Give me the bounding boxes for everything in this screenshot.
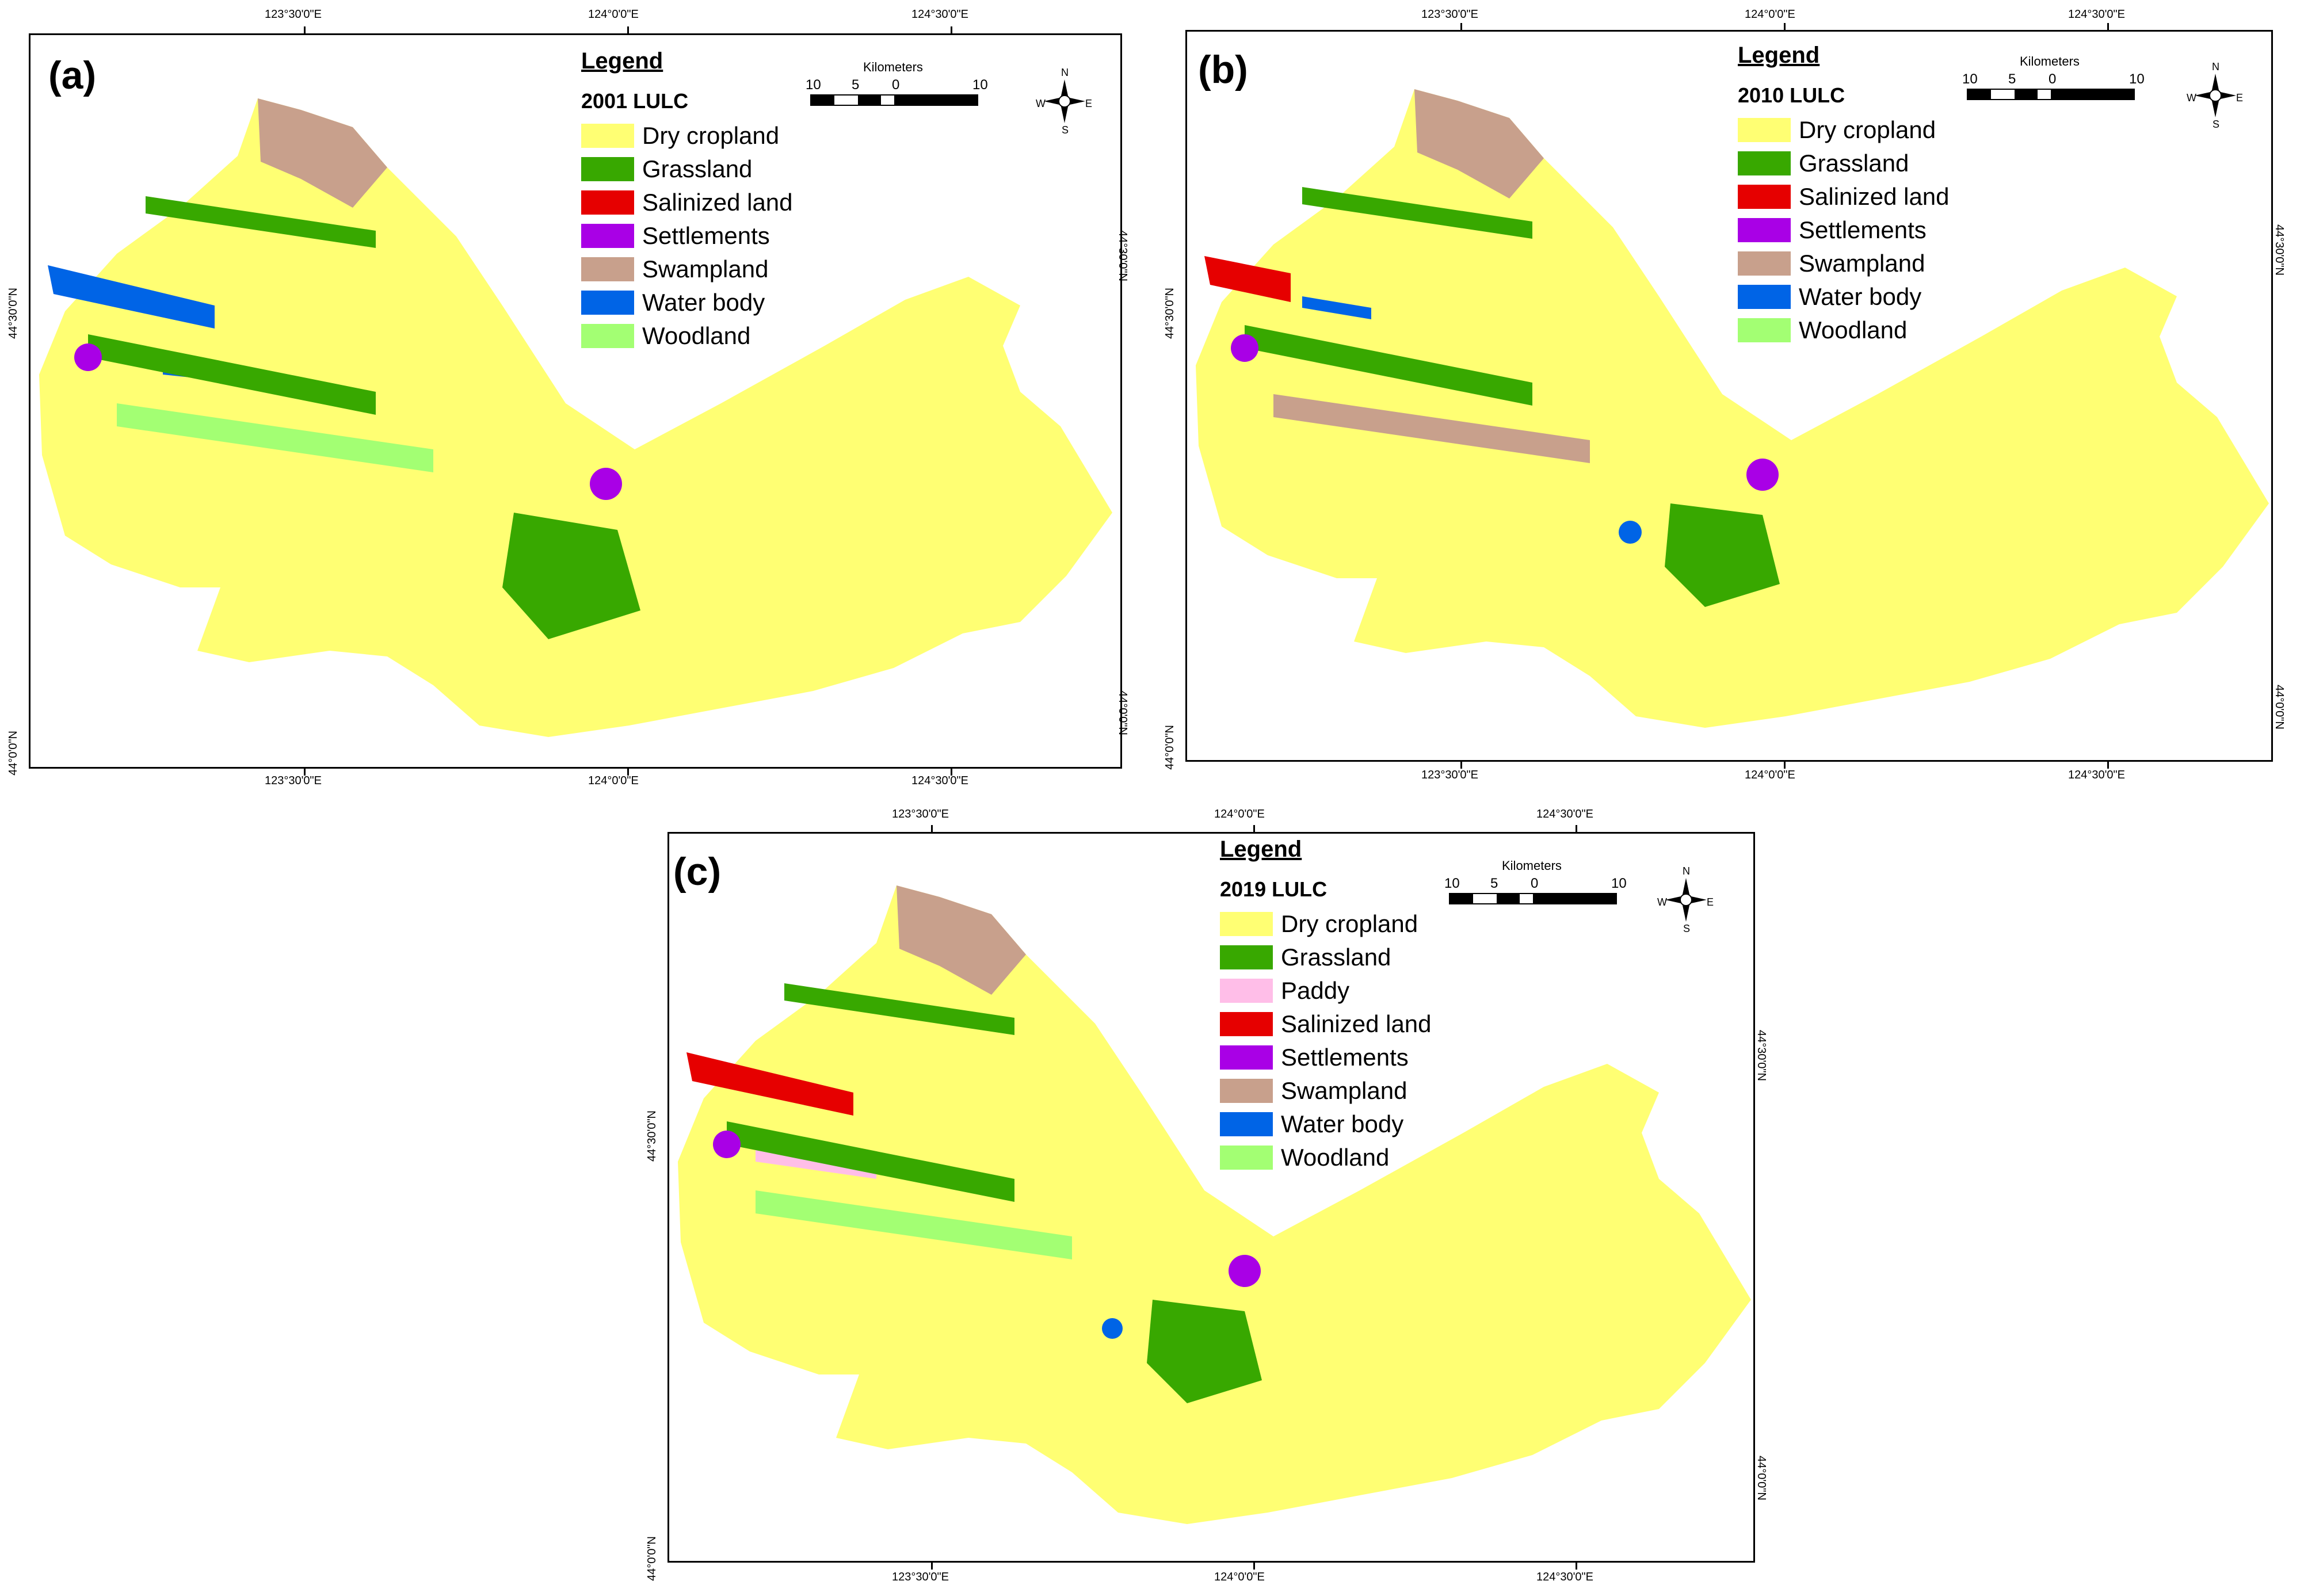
panel-label: (a) [48, 54, 97, 97]
legend-item: Woodland [1738, 314, 1950, 347]
legend-swatch [1738, 285, 1791, 309]
top-coord-1: 123°30'0"E [892, 808, 949, 820]
legend-swatch [581, 124, 634, 148]
legend-item: Dry cropland [1220, 907, 1432, 941]
legend-item: Water body [1738, 280, 1950, 314]
legend-item: Swampland [1738, 247, 1950, 280]
bottom-coord-1: 123°30'0"E [265, 774, 322, 787]
legend-subtitle: 2019 LULC [1220, 877, 1328, 901]
legend-subtitle: 2001 LULC [581, 89, 689, 113]
left-coord-1: 44°30'0"N [7, 288, 20, 339]
panel-a: 123°30'0"E 124°0'0"E 124°30'0"E 123°30'0… [0, 0, 1151, 787]
top-coord-3: 124°30'0"E [911, 8, 968, 21]
bottom-coord-2: 124°0'0"E [1214, 1571, 1265, 1583]
legend-swatch [1220, 979, 1273, 1003]
lulc-map-2019 [678, 885, 1751, 1524]
legend-swatch [1220, 1012, 1273, 1036]
legend-swatch [1738, 118, 1791, 142]
scale-bar: Kilometers 10 5 0 10 [806, 60, 990, 112]
legend-swatch [581, 224, 634, 248]
legend-item: Swampland [1220, 1074, 1432, 1108]
scale-unit: Kilometers [863, 60, 923, 74]
bottom-coord-3: 124°30'0"E [2068, 769, 2125, 781]
bottom-coord-2: 124°0'0"E [1745, 769, 1795, 781]
legend-swatch [581, 291, 634, 315]
legend-swatch [1738, 185, 1791, 209]
left-coord-1: 44°30'0"N [646, 1110, 658, 1162]
legend-item: Dry cropland [581, 119, 793, 152]
legend-item: Settlements [581, 219, 793, 253]
top-coord-3: 124°30'0"E [2068, 8, 2125, 21]
legend-item: Salinized land [581, 186, 793, 219]
legend-swatch [581, 190, 634, 215]
legend-item: Water body [1220, 1108, 1432, 1141]
scale-unit: Kilometers [2020, 54, 2080, 68]
legend-item: Dry cropland [1738, 113, 1950, 147]
legend-swatch [1220, 1146, 1273, 1170]
legend-item: Swampland [581, 253, 793, 286]
legend-item: Grassland [1220, 941, 1432, 974]
legend: Legend 2019 LULC Dry cropland Grassland … [1220, 837, 1432, 1174]
right-coord-1: 44°30'0"N [1755, 1030, 1768, 1081]
lulc-map-2001 [39, 98, 1112, 737]
legend-swatch [1738, 251, 1791, 276]
legend-item: Water body [581, 286, 793, 319]
left-coord-2: 44°0'0"N [7, 731, 20, 776]
bottom-coord-1: 123°30'0"E [1421, 769, 1478, 781]
legend-item: Settlements [1738, 213, 1950, 247]
legend: Legend 2001 LULC Dry cropland Grassland … [581, 48, 793, 353]
panel-c: 123°30'0"E 124°0'0"E 124°30'0"E 123°30'0… [639, 794, 1784, 1596]
panel-label: (c) [673, 850, 722, 894]
top-coord-2: 124°0'0"E [1745, 8, 1795, 21]
legend-swatch [1220, 945, 1273, 969]
right-coord-1: 44°30'0"N [2273, 224, 2286, 276]
legend-swatch [1220, 1079, 1273, 1103]
bottom-coord-3: 124°30'0"E [911, 774, 968, 787]
bottom-coord-3: 124°30'0"E [1536, 1571, 1593, 1583]
north-arrow: N S W E [1657, 865, 1714, 934]
legend-swatch [581, 324, 634, 348]
legend-swatch [1738, 218, 1791, 242]
legend-swatch [1220, 1045, 1273, 1070]
legend-title: Legend [1220, 837, 1302, 862]
top-coord-1: 123°30'0"E [1421, 8, 1478, 21]
scale-bar: Kilometers 10 5 0 10 [1444, 858, 1628, 910]
legend-swatch [581, 257, 634, 281]
legend: Legend 2010 LULC Dry cropland Grassland … [1738, 43, 1950, 347]
right-coord-2: 44°0'0"N [1755, 1456, 1768, 1500]
legend-item: Grassland [1738, 147, 1950, 180]
legend-title: Legend [1738, 43, 1820, 68]
legend-item: Grassland [581, 152, 793, 186]
north-arrow: N S W E [2187, 61, 2244, 130]
panel-b: 123°30'0"E 124°0'0"E 124°30'0"E 123°30'0… [1157, 0, 2304, 782]
scale-unit: Kilometers [1502, 858, 1562, 873]
lulc-map-2010 [1196, 89, 2269, 728]
legend-swatch [581, 157, 634, 181]
right-coord-2: 44°0'0"N [2273, 685, 2286, 730]
bottom-coord-1: 123°30'0"E [892, 1571, 949, 1583]
left-coord-2: 44°0'0"N [646, 1536, 658, 1581]
legend-swatch [1738, 151, 1791, 175]
top-coord-3: 124°30'0"E [1536, 808, 1593, 820]
legend-subtitle: 2010 LULC [1738, 83, 1845, 107]
legend-title: Legend [581, 48, 663, 74]
legend-item: Woodland [1220, 1141, 1432, 1174]
legend-item: Woodland [581, 319, 793, 353]
scale-bar: Kilometers 10 5 0 10 [1962, 54, 2146, 106]
legend-swatch [1220, 912, 1273, 936]
top-coord-2: 124°0'0"E [1214, 808, 1265, 820]
top-coord-2: 124°0'0"E [588, 8, 639, 21]
panel-label: (b) [1198, 48, 1248, 91]
north-arrow: N S W E [1036, 67, 1093, 136]
legend-item: Salinized land [1220, 1007, 1432, 1041]
left-coord-1: 44°30'0"N [1164, 288, 1176, 339]
legend-swatch [1738, 318, 1791, 342]
legend-item: Paddy [1220, 974, 1432, 1007]
legend-item: Settlements [1220, 1041, 1432, 1074]
legend-item: Salinized land [1738, 180, 1950, 213]
left-coord-2: 44°0'0"N [1164, 725, 1176, 770]
bottom-coord-2: 124°0'0"E [588, 774, 639, 787]
legend-swatch [1220, 1112, 1273, 1136]
top-coord-1: 123°30'0"E [265, 8, 322, 21]
